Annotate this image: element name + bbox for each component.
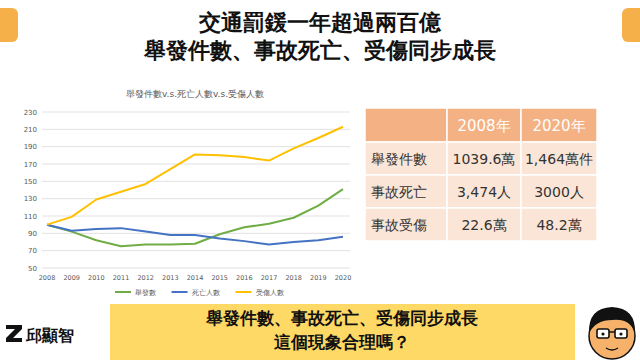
- avatar-glasses: [597, 329, 609, 338]
- x-tick-label: 2009: [63, 274, 80, 282]
- table: 2008年 2020年舉發件數 1039.6萬 1,464萬件事故死亡 3,474人 30…: [365, 108, 597, 241]
- grid-line: [42, 198, 350, 199]
- x-tick-label: 2013: [162, 274, 179, 282]
- corner-tab: [0, 8, 18, 42]
- footer-banner: [110, 304, 575, 360]
- series-line: [47, 127, 343, 225]
- x-tick-label: 2011: [113, 274, 130, 282]
- table-cell: [365, 142, 447, 175]
- table-cell: [521, 175, 597, 208]
- logo-text: 邱顯智: [25, 326, 74, 345]
- table-row-label: 事故死亡: [371, 184, 427, 200]
- table-cell-text: 1,464萬件: [525, 151, 593, 167]
- page-title: 交通罰鍰一年超過兩百億: [198, 10, 442, 35]
- avatar-glasses: [615, 329, 627, 338]
- table-header-text: 2020年: [532, 117, 585, 135]
- y-tick-label: 150: [24, 178, 37, 186]
- table-cell: [521, 142, 597, 175]
- x-tick-label: 2012: [137, 274, 154, 282]
- y-tick-label: 130: [24, 195, 37, 203]
- legend: 舉發數 死亡人數 受傷人數: [115, 289, 284, 297]
- legend-swatch: [115, 291, 131, 293]
- y-tick-label: 170: [24, 161, 37, 169]
- series-line: [47, 189, 343, 246]
- logo: 邱顯智: [6, 325, 74, 345]
- grid-line: [42, 250, 350, 251]
- plot-lines: [47, 127, 343, 247]
- grid-line: [42, 112, 350, 113]
- x-tick-label: 2014: [187, 274, 204, 282]
- grid-line: [42, 181, 350, 182]
- legend-swatch: [172, 291, 188, 293]
- grid-line: [42, 164, 350, 165]
- legend-label: 舉發數: [135, 289, 156, 297]
- y-tick-label: 110: [24, 213, 37, 221]
- avatar: [589, 307, 635, 359]
- legend-label: 受傷人數: [256, 289, 284, 297]
- background: [0, 0, 640, 360]
- chart-title: 舉發件數v.s.死亡人數v.s.受傷人數: [126, 89, 264, 99]
- x-tick-label: 2010: [88, 274, 105, 282]
- table-cell-text: 22.6萬: [461, 217, 506, 233]
- table-cell-text: 1039.6萬: [453, 151, 516, 167]
- x-tick-label: 2018: [285, 274, 302, 282]
- table-header-cell: [365, 108, 447, 142]
- grid-line: [42, 129, 350, 130]
- table-row-label: 事故受傷: [371, 217, 427, 233]
- x-tick-label: 2008: [39, 274, 56, 282]
- legend-label: 死亡人數: [192, 289, 220, 297]
- grid-line: [42, 268, 350, 269]
- page: 交通罰鍰一年超過兩百億舉發件數、事故死亡、受傷同步成長舉發件數v.s.死亡人數v…: [0, 0, 640, 360]
- logo-icon: [6, 325, 22, 342]
- avatar-mouth: [606, 348, 618, 350]
- footer-question: 舉發件數、事故死亡、受傷同步成長: [205, 308, 478, 328]
- y-tick-label: 70: [28, 247, 37, 255]
- x-tick-label: 2016: [236, 274, 253, 282]
- grid-line: [42, 146, 350, 147]
- avatar-hair: [589, 307, 635, 333]
- footer-question: 這個現象合理嗎？: [273, 332, 410, 352]
- avatar-bridge: [609, 331, 615, 333]
- table-header-cell: [447, 108, 521, 142]
- table-cell-text: 3000人: [534, 184, 584, 200]
- y-tick-label: 50: [28, 265, 37, 273]
- corner-tab: [622, 8, 640, 42]
- table-row-label: 舉發件數: [371, 151, 427, 167]
- x-tick-label: 2019: [310, 274, 327, 282]
- y-tick-label: 190: [24, 143, 37, 151]
- avatar-eye: [619, 332, 622, 335]
- x-tick-label: 2020: [335, 274, 352, 282]
- series-line: [47, 225, 343, 245]
- grid-line: [42, 216, 350, 217]
- grid-line: [42, 233, 350, 234]
- y-tick-label: 230: [24, 109, 37, 117]
- table-cell: [365, 208, 447, 241]
- table-header-text: 2008年: [457, 117, 510, 135]
- table-cell: [447, 208, 521, 241]
- page-title: 舉發件數、事故死亡、受傷同步成長: [143, 38, 496, 63]
- avatar-eye: [601, 332, 604, 335]
- table-cell-text: 48.2萬: [536, 217, 581, 233]
- legend-swatch: [236, 291, 252, 293]
- x-tick-label: 2017: [261, 274, 278, 282]
- x-tick-label: 2015: [211, 274, 228, 282]
- table-header-cell: [521, 108, 597, 142]
- y-tick-label: 210: [24, 126, 37, 134]
- table-cell: [365, 175, 447, 208]
- chart: 舉發件數v.s.死亡人數v.s.受傷人數 50 70 90 110 130 150 170 19…: [24, 89, 352, 297]
- y-tick-label: 90: [28, 230, 37, 238]
- table-cell: [447, 142, 521, 175]
- table-cell: [521, 208, 597, 241]
- table-cell: [447, 175, 521, 208]
- table-cell-text: 3,474人: [457, 184, 511, 200]
